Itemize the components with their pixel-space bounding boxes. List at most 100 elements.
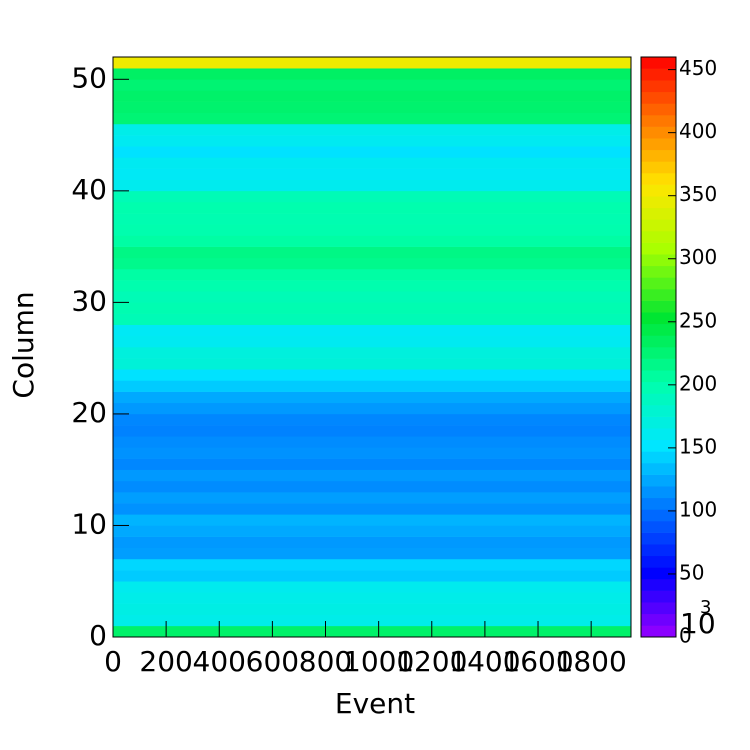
colorbar-segment [641,323,676,336]
heatmap-row [113,380,631,392]
colorbar-segment [641,91,676,104]
heatmap-row [113,335,631,348]
heatmap-row [113,603,631,615]
heatmap-row [113,168,631,180]
colorbar-segment [641,254,676,267]
x-tick-label: 1600 [502,645,573,678]
heatmap-row [113,146,631,158]
heatmap-row [113,525,631,537]
z-tick-label: 50 [679,560,704,584]
heatmap-row [113,614,631,627]
heatmap-row [113,413,631,426]
z-tick-label: 150 [679,434,717,458]
heatmap-row [113,358,631,370]
colorbar-segment [641,126,676,139]
colorbar-segment [641,451,676,464]
x-tick-label: 0 [104,645,122,678]
heatmap-row [113,268,631,281]
colorbar-segment [641,173,676,185]
colorbar-segment [641,347,676,359]
heatmap-row [113,68,631,80]
colorbar-segment [641,138,676,151]
colorbar-segment [641,312,676,325]
z-tick-label: 0 [679,624,692,648]
heatmap-row [113,447,631,459]
heatmap-row [113,112,631,125]
colorbar-segment [641,486,676,499]
z-tick-label: 450 [679,56,717,80]
colorbar-segment [641,405,676,417]
heatmap-row [113,391,631,404]
z-tick-label: 100 [679,497,717,521]
y-tick-label: 0 [89,619,107,652]
y-tick-label: 40 [71,173,107,206]
colorbar-segment [641,590,676,603]
heatmap-row [113,469,631,482]
z-exponent: 3 [700,597,711,618]
x-tick-label: 1200 [396,645,467,678]
x-tick-label: 200 [139,645,192,678]
colorbar-segment [641,474,676,487]
colorbar-segment [641,207,676,220]
colorbar-segment [641,300,676,313]
colorbar-segment [641,544,676,557]
colorbar-segment [641,196,676,209]
heatmap-row [113,514,631,526]
colorbar-segment [641,555,676,568]
x-tick-label: 1800 [556,645,627,678]
x-tick-label: 1000 [343,645,414,678]
heatmap-row [113,480,631,493]
colorbar-segment [641,439,676,452]
heatmap-row [113,458,631,470]
heatmap-row [113,347,631,359]
y-tick-label: 30 [71,284,107,317]
heatmap-row [113,90,631,102]
heatmap-row [113,425,631,437]
heatmap-row [113,224,631,236]
colorbar-segment [641,497,676,510]
colorbar-segment [641,370,676,383]
colorbar-segment [641,416,676,429]
heatmap-row [113,581,631,593]
heatmap-row [113,558,631,571]
y-tick-label: 50 [71,61,107,94]
colorbar-segment [641,231,676,243]
heatmap-row [113,402,631,415]
colorbar-segment [641,625,676,638]
x-tick-label: 800 [299,645,352,678]
colorbar-segment [641,358,676,371]
heatmap-row [113,202,631,214]
colorbar-segment [641,161,676,174]
z-tick-label: 400 [679,119,717,143]
colorbar-frame [640,56,677,638]
heatmap-row [113,436,631,448]
x-tick-label: 1400 [449,645,520,678]
heatmap-row [113,324,631,337]
colorbar-segment [641,68,676,81]
heatmap-row [113,291,631,303]
colorbar-segment [641,532,676,545]
heatmap-row [113,257,631,270]
z-tick-label: 300 [679,245,717,269]
y-tick-label: 20 [71,396,107,429]
colorbar-segment [641,579,676,591]
colorbar-segment [641,521,676,533]
heatmap-row [113,302,631,314]
colorbar-segment [641,265,676,278]
heatmap-row [113,280,631,292]
x-tick-label: 400 [193,645,246,678]
heatmap-row [113,536,631,549]
heatmap-row [113,190,631,203]
colorbar-segment [641,428,676,441]
colorbar-segment [641,103,676,116]
heatmap-row [113,101,631,114]
colorbar-segment [641,381,676,394]
colorbar-segment [641,463,676,475]
colorbar-segment [641,509,676,522]
z-tick-label: 250 [679,308,717,332]
z-exponent-base: 10 [680,607,716,640]
plot-frame [112,56,632,638]
heatmap-row [113,135,631,147]
heatmap-row [113,625,631,638]
colorbar-segment [641,335,676,348]
